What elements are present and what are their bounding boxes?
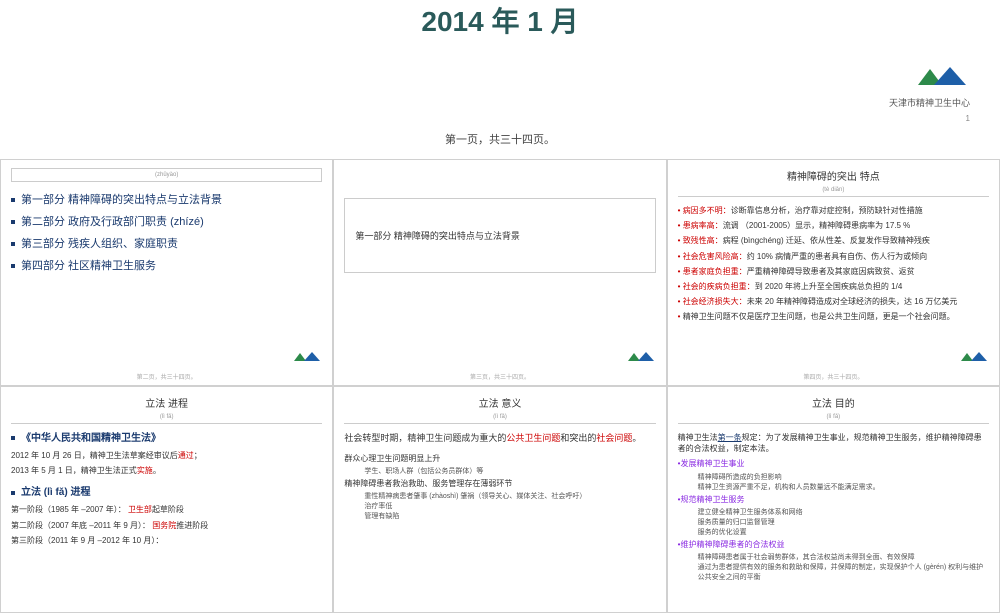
feature-item: • 精神卫生问题不仅是医疗卫生问题，也是公共卫生问题，更是一个社会问题。 xyxy=(678,309,989,324)
stage-item: 第一阶段（1985 年 –2007 年）： 卫生部起草阶段 xyxy=(11,502,322,517)
feature-item: • 病因多不明：诊断靠信息分析，治疗靠对症控制，预防缺针对性措施 xyxy=(678,203,989,218)
slide-toc: (zhǔyào) 第一部分 精神障碍的突出特点与立法背景第二部分 政府及行政部门… xyxy=(1,160,332,385)
feature-item: • 社会的疾病负担重：到 2020 年将上升至全国疾病总负担的 1/4 xyxy=(678,279,989,294)
slide-title: 立法 进程(lì fǎ) xyxy=(11,395,322,424)
stage-item: 第三阶段（2011 年 9 月 –2012 年 10 月）： xyxy=(11,533,322,548)
slide-title: 立法 目的(lì fǎ) xyxy=(678,395,989,424)
slide-footer: 第四页，共三十四页。 xyxy=(668,372,999,381)
page-marker: 第一页，共三十四页。 xyxy=(0,123,1000,159)
slide-features: 精神障碍的突出 特点(tè diǎn) • 病因多不明：诊断靠信息分析，治疗靠对… xyxy=(668,160,999,385)
slide-title: 精神障碍的突出 特点(tè diǎn) xyxy=(678,168,989,197)
slide-header: (zhǔyào) xyxy=(11,168,322,182)
feature-item: • 社会危害风险高：约 10% 病情严重的患者具有自伤、伤人行为或倾向 xyxy=(678,249,989,264)
purpose-sub: 服务质量的归口监督管理 xyxy=(678,517,989,527)
feature-item: • 社会经济损失大：未来 20 年精神障碍造成对全球经济的损失，达 16 万亿美… xyxy=(678,294,989,309)
slide-section: 第一部分 精神障碍的突出特点与立法背景 第三页，共三十四页。 xyxy=(334,160,665,385)
page-number: 1 xyxy=(0,114,1000,123)
purpose-sub: 建立健全精神卫生服务体系和网络 xyxy=(678,507,989,517)
slide-footer: 第三页，共三十四页。 xyxy=(334,372,665,381)
section-title: 第一部分 精神障碍的突出特点与立法背景 xyxy=(344,198,655,273)
purpose-sub: 精神障碍患者属于社会弱势群体，其合法权益尚未得到全面、有效保障 xyxy=(678,552,989,562)
slide-process: 立法 进程(lì fǎ) 《中华人民共和国精神卫生法》 2012 年 10 月 … xyxy=(1,387,332,612)
toc-item: 第四部分 社区精神卫生服务 xyxy=(11,254,322,276)
slide-meaning: 立法 意义(lì fǎ) 社会转型时期，精神卫生问题成为重大的公共卫生问题和突出… xyxy=(334,387,665,612)
purpose-sub: 精神障碍所造成的负担影响 xyxy=(678,472,989,482)
slide-logo-icon xyxy=(959,351,989,365)
toc-item: 第二部分 政府及行政部门职责 (zhízé) xyxy=(11,210,322,232)
toc-item: 第一部分 精神障碍的突出特点与立法背景 xyxy=(11,188,322,210)
mountain-logo-icon xyxy=(910,65,970,89)
slide-purpose: 立法 目的(lì fǎ) 精神卫生法第一条规定：为了发展精神卫生事业，规范精神卫… xyxy=(668,387,999,612)
slide-footer: 第二页，共三十四页。 xyxy=(1,372,332,381)
toc-item: 第三部分 残疾人组织、家庭职责 xyxy=(11,232,322,254)
purpose-sub: 精神卫生资源严重不足，机构和人员数量远不能满足需求。 xyxy=(678,482,989,492)
purpose-sub: 服务的优化设置 xyxy=(678,527,989,537)
purpose-sub: 通过为患者提供有效的服务和救助和保障，并保障的制定，实现保护个人 (gèrén)… xyxy=(678,562,989,582)
feature-item: • 患病率高：流调 （2001-2005）显示，精神障碍患病率为 17.5 % xyxy=(678,218,989,233)
slide-grid: (zhǔyào) 第一部分 精神障碍的突出特点与立法背景第二部分 政府及行政部门… xyxy=(0,159,1000,613)
logo-text: 天津市精神卫生中心 xyxy=(30,96,970,109)
slide-title: 立法 意义(lì fǎ) xyxy=(344,395,655,424)
logo-area: 天津市精神卫生中心 xyxy=(0,50,1000,114)
slide-logo-icon xyxy=(626,351,656,365)
stage-item: 第二阶段（2007 年底 –2011 年 9 月）： 国务院推进阶段 xyxy=(11,518,322,533)
feature-item: • 致残性高：病程 (bìngchéng) 迁延、依从性差、反复发作导致精神残疾 xyxy=(678,233,989,248)
slide-logo-icon xyxy=(292,351,322,365)
feature-item: • 患者家庭负担重：严重精神障碍导致患者及其家庭因病致贫、返贫 xyxy=(678,264,989,279)
main-title: 2014 年 1 月 xyxy=(0,0,1000,50)
